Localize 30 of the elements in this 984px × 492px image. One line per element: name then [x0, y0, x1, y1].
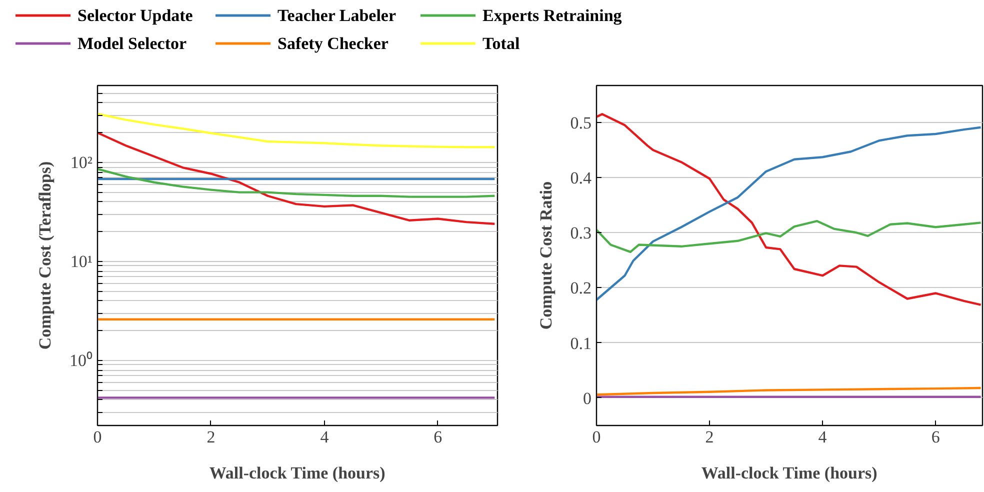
x-tick-label: 2 [705, 428, 714, 446]
legend-label: Model Selector [78, 34, 187, 53]
y-tick-label: 0.1 [570, 334, 592, 353]
x-tick-label: 6 [931, 428, 940, 446]
y-tick-label: 0.3 [570, 224, 592, 243]
y-tick-label: 10¹ [70, 252, 93, 271]
x-tick-label: 2 [206, 428, 216, 446]
legend-label: Experts Retraining [482, 6, 622, 25]
x-axis-title: Wall-clock Time (hours) [209, 464, 386, 482]
x-axis-title: Wall-clock Time (hours) [701, 464, 878, 482]
y-tick-label: 0.4 [570, 168, 592, 188]
x-tick-label: 4 [818, 428, 828, 446]
y-tick-label: 10² [70, 153, 93, 172]
line-series [98, 168, 496, 198]
x-tick-label: 4 [320, 428, 330, 446]
legend-label: Selector Update [78, 6, 194, 25]
line-series [596, 220, 982, 254]
y-axis-title: Compute Cost Ratio [536, 181, 556, 330]
line-series [98, 112, 496, 148]
legend-label: Total [482, 34, 520, 53]
y-tick-label: 0.2 [570, 278, 592, 298]
legend-label: Safety Checker [278, 34, 389, 53]
x-tick-label: 6 [434, 428, 442, 446]
y-tick-label: 10⁰ [70, 350, 92, 370]
line-series [596, 386, 982, 396]
legend-label: Teacher Labeler [278, 6, 396, 25]
y-tick-label: 0 [583, 388, 592, 408]
y-axis-title: Compute Cost (Teraflops) [36, 161, 54, 350]
line-series [98, 132, 496, 225]
y-tick-label: 0.5 [570, 113, 592, 132]
